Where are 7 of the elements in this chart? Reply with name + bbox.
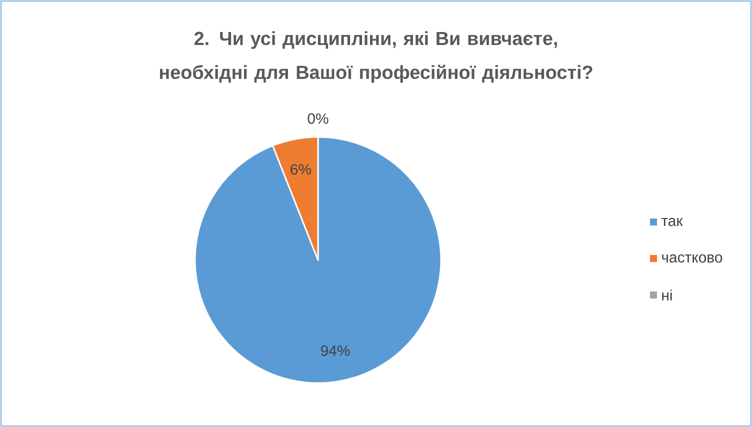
legend-label: ні [662,290,672,300]
legend-label: частково [662,254,722,263]
legend-label: так [661,218,683,226]
text: 0% [308,113,328,124]
data-label: 94% [321,345,350,356]
chart-title: 2. Чи усі дисципліни, які Ви вивчаєте, необхідні для Вашої професійної діяльності? [160,31,592,83]
data-label: 6% [290,164,311,175]
